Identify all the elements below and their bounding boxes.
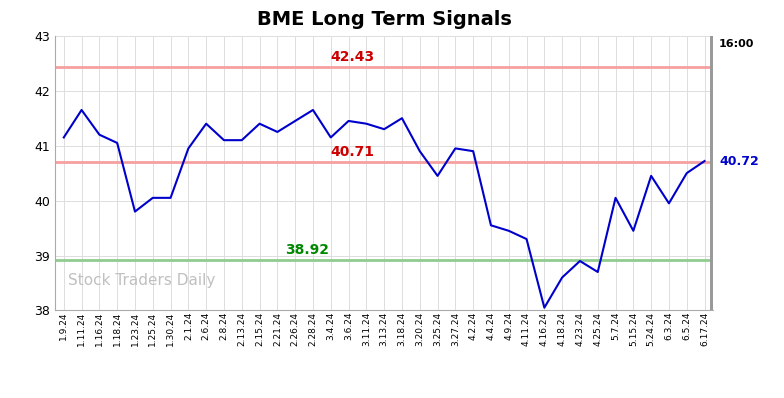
Title: BME Long Term Signals: BME Long Term Signals [256, 10, 512, 29]
Text: 16:00: 16:00 [719, 39, 754, 49]
Text: 38.92: 38.92 [285, 243, 329, 257]
Text: Stock Traders Daily: Stock Traders Daily [68, 273, 216, 289]
Text: 40.71: 40.71 [330, 145, 374, 159]
Text: 40.72: 40.72 [719, 154, 759, 168]
Text: 42.43: 42.43 [330, 51, 374, 64]
